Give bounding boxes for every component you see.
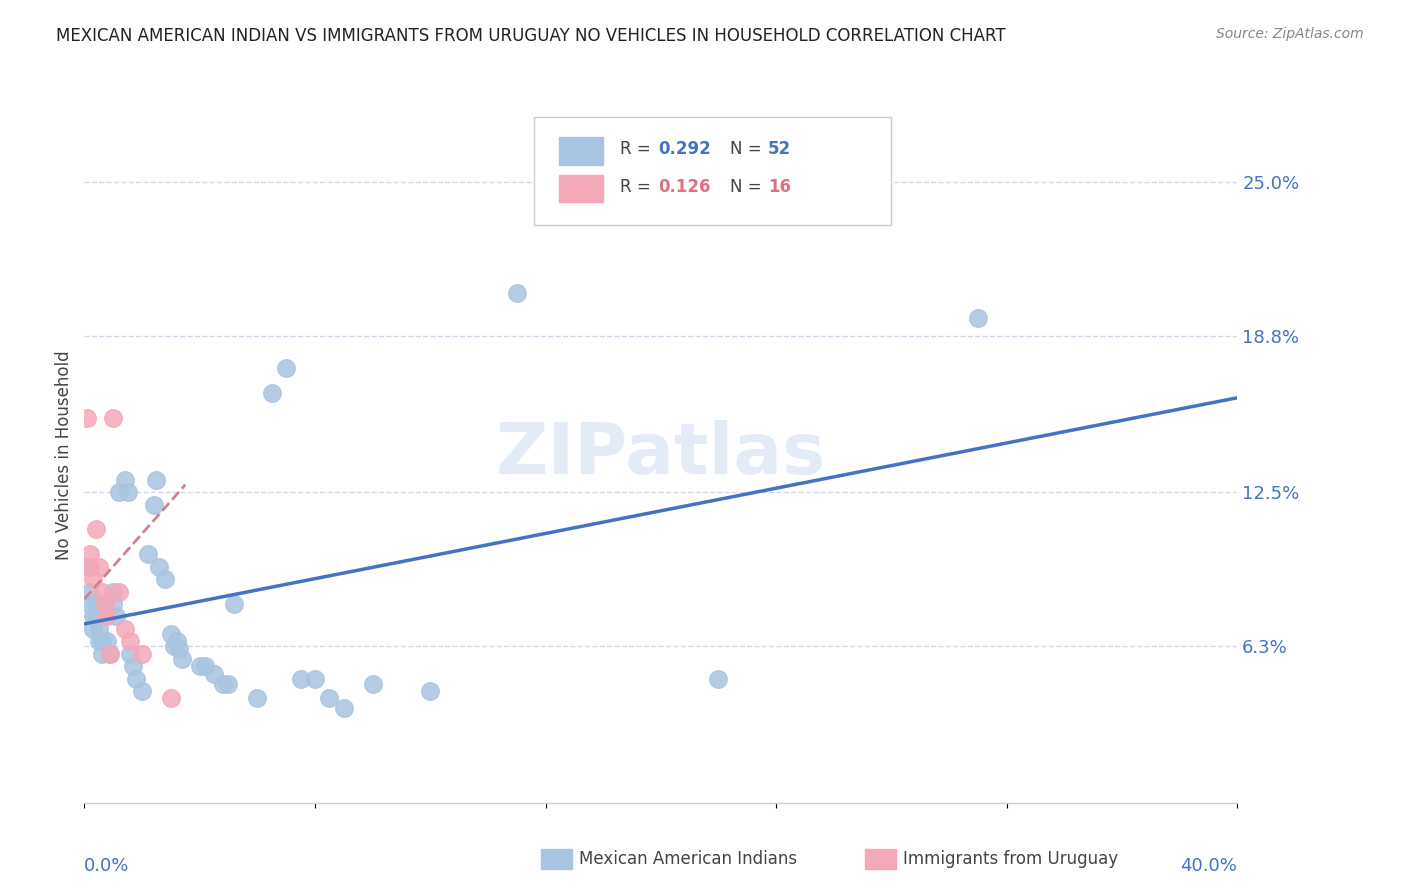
- Bar: [560, 137, 603, 165]
- Point: [93, 597, 115, 611]
- Text: Source: ZipAtlas.com: Source: ZipAtlas.com: [1216, 27, 1364, 41]
- Bar: [560, 175, 603, 202]
- Point: [93, 609, 115, 624]
- Point: [79, 584, 101, 599]
- Point: [419, 684, 441, 698]
- Point: [103, 597, 125, 611]
- Point: [90, 647, 112, 661]
- Point: [967, 311, 990, 326]
- Point: [114, 622, 136, 636]
- Point: [160, 691, 183, 706]
- Point: [166, 634, 188, 648]
- Point: [131, 684, 153, 698]
- Point: [332, 701, 354, 715]
- Point: [260, 385, 283, 400]
- Point: [506, 286, 529, 301]
- Point: [148, 559, 170, 574]
- Point: [82, 572, 104, 586]
- Point: [145, 473, 167, 487]
- Point: [136, 547, 159, 561]
- Text: ZIPatlas: ZIPatlas: [496, 420, 825, 490]
- Point: [84, 523, 107, 537]
- Text: 0.126: 0.126: [658, 178, 711, 196]
- Point: [188, 659, 211, 673]
- Point: [87, 634, 110, 648]
- Point: [290, 672, 312, 686]
- Point: [122, 659, 145, 673]
- Point: [114, 473, 136, 487]
- Point: [98, 647, 121, 661]
- Point: [96, 634, 118, 648]
- Text: R =: R =: [620, 178, 657, 196]
- Text: 52: 52: [768, 140, 792, 159]
- Point: [79, 547, 101, 561]
- Point: [172, 651, 194, 665]
- Text: 0.0%: 0.0%: [84, 857, 129, 875]
- Point: [211, 676, 233, 690]
- Text: Mexican American Indians: Mexican American Indians: [579, 850, 797, 868]
- Point: [90, 634, 112, 648]
- Point: [142, 498, 165, 512]
- Point: [224, 597, 246, 611]
- Point: [98, 647, 121, 661]
- Point: [163, 639, 186, 653]
- Y-axis label: No Vehicles in Household: No Vehicles in Household: [55, 350, 73, 560]
- Point: [117, 485, 139, 500]
- Text: 16: 16: [768, 178, 792, 196]
- Point: [318, 691, 340, 706]
- Text: R =: R =: [620, 140, 657, 159]
- Point: [361, 676, 384, 690]
- FancyBboxPatch shape: [534, 118, 891, 226]
- Point: [105, 609, 128, 624]
- Point: [76, 559, 98, 574]
- Point: [84, 597, 107, 611]
- Point: [82, 609, 104, 624]
- Point: [707, 672, 730, 686]
- Text: N =: N =: [730, 140, 766, 159]
- Point: [108, 485, 131, 500]
- Point: [87, 559, 110, 574]
- Text: MEXICAN AMERICAN INDIAN VS IMMIGRANTS FROM URUGUAY NO VEHICLES IN HOUSEHOLD CORR: MEXICAN AMERICAN INDIAN VS IMMIGRANTS FR…: [56, 27, 1005, 45]
- Point: [103, 410, 125, 425]
- Point: [79, 559, 101, 574]
- Point: [108, 584, 131, 599]
- Point: [160, 627, 183, 641]
- Point: [82, 622, 104, 636]
- Point: [304, 672, 326, 686]
- Point: [276, 361, 298, 376]
- Text: N =: N =: [730, 178, 766, 196]
- Point: [87, 622, 110, 636]
- Point: [202, 666, 225, 681]
- Point: [218, 676, 240, 690]
- Text: 0.292: 0.292: [658, 140, 711, 159]
- Point: [194, 659, 217, 673]
- Text: 40.0%: 40.0%: [1181, 857, 1237, 875]
- Point: [246, 691, 269, 706]
- Point: [76, 410, 98, 425]
- Point: [125, 672, 148, 686]
- Point: [90, 584, 112, 599]
- Point: [131, 647, 153, 661]
- Point: [84, 609, 107, 624]
- Text: Immigrants from Uruguay: Immigrants from Uruguay: [903, 850, 1118, 868]
- Point: [153, 572, 176, 586]
- Point: [169, 641, 191, 656]
- Point: [103, 584, 125, 599]
- Point: [120, 634, 142, 648]
- Point: [96, 609, 118, 624]
- Point: [120, 647, 142, 661]
- Point: [79, 597, 101, 611]
